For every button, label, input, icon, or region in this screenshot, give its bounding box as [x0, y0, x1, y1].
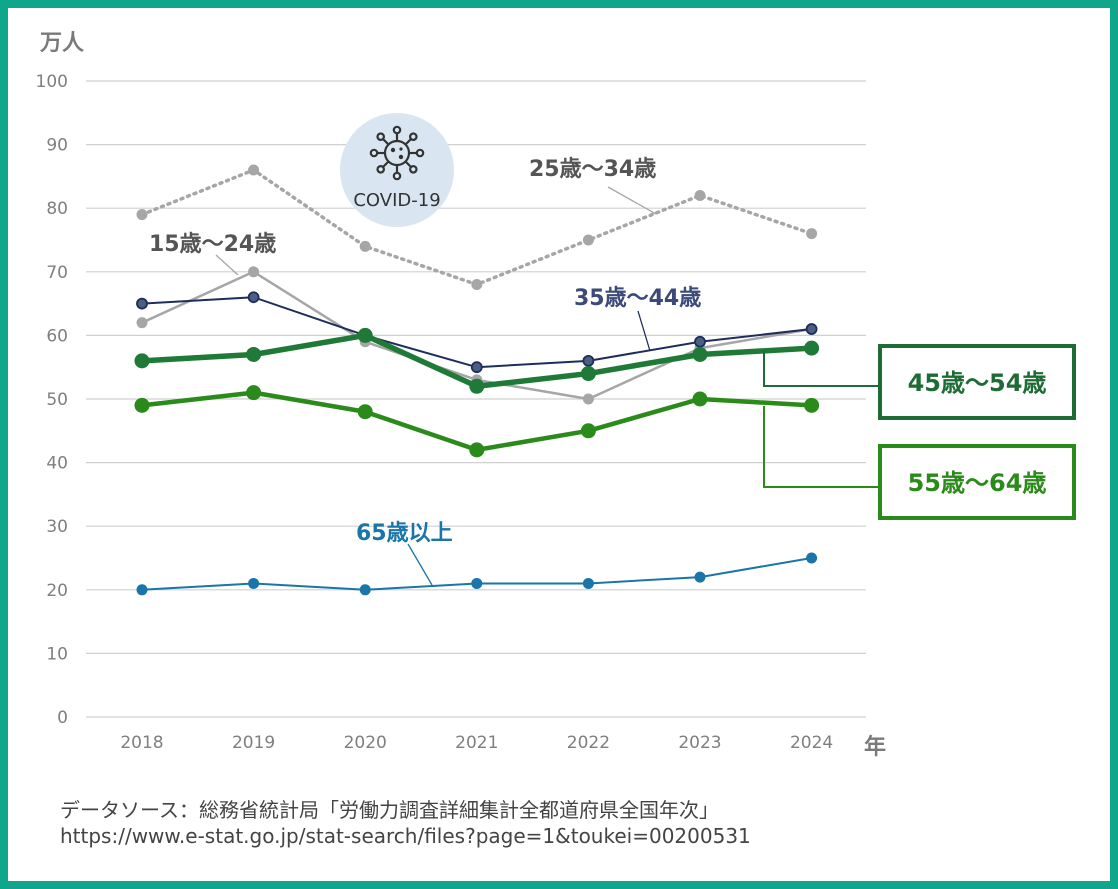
- y-tick-label: 0: [57, 708, 68, 728]
- data-point-35-44: [582, 354, 595, 367]
- series-lines: [134, 164, 820, 596]
- x-tick-label: 2023: [678, 733, 721, 753]
- y-tick-label: 70: [46, 263, 68, 283]
- legend-box-45-54: 45歳～54歳: [878, 344, 1076, 420]
- x-tick-label: 2022: [567, 733, 610, 753]
- data-point-55-64: [692, 391, 708, 407]
- data-point-65-plus: [582, 577, 594, 589]
- data-point-15-24: [136, 317, 148, 329]
- covid-annotation: COVID-19: [340, 113, 454, 227]
- x-tick-label: 2024: [790, 733, 833, 753]
- series-line-25-34: [140, 168, 814, 287]
- data-point-45-54: [134, 353, 150, 369]
- x-tick-label: 2018: [120, 733, 163, 753]
- data-point-25-34: [694, 189, 706, 201]
- data-point-45-54: [804, 340, 820, 356]
- data-point-55-64: [580, 423, 596, 439]
- leader-25-34: [607, 186, 657, 215]
- legend-box-55-64: 55歳～64歳: [878, 444, 1076, 520]
- data-point-55-64: [246, 385, 262, 401]
- y-tick-label: 30: [46, 517, 68, 537]
- data-point-45-54: [246, 346, 262, 362]
- data-point-25-34: [136, 209, 148, 221]
- series-25-34: [136, 164, 818, 291]
- y-tick-label: 40: [46, 454, 68, 474]
- data-point-65-plus: [694, 571, 706, 583]
- y-tick-label: 20: [46, 581, 68, 601]
- series-35-44: [136, 291, 818, 374]
- data-point-25-34: [471, 279, 483, 291]
- data-point-65-plus: [359, 584, 371, 596]
- series-label-25-34: 25歳～34歳: [529, 157, 656, 182]
- series-label-45-54: 45歳～54歳: [908, 369, 1047, 397]
- source-line-1: データソース：総務省統計局「労働力調査詳細集計全都道府県全国年次」: [60, 798, 719, 822]
- data-point-15-24: [248, 266, 260, 278]
- series-45-54: [134, 327, 820, 394]
- data-point-35-44: [247, 291, 260, 304]
- data-point-45-54: [580, 366, 596, 382]
- y-tick-label: 60: [46, 326, 68, 346]
- x-tick-label: 2021: [455, 733, 498, 753]
- data-point-55-64: [357, 404, 373, 420]
- leader-45-54: [763, 350, 880, 387]
- data-point-35-44: [694, 335, 706, 348]
- data-point-35-44: [805, 323, 818, 335]
- y-tick-label: 50: [46, 390, 68, 410]
- source-url: https://www.e-stat.go.jp/stat-search/fil…: [60, 824, 751, 848]
- leader-55-64: [763, 406, 880, 488]
- covid-label: COVID-19: [353, 190, 440, 211]
- data-point-55-64: [469, 442, 485, 458]
- y-axis-unit: 万人: [39, 31, 84, 56]
- series-line-55-64: [139, 390, 814, 453]
- data-point-65-plus: [806, 552, 818, 564]
- leader-15-24: [215, 254, 239, 276]
- y-tick-label: 10: [46, 644, 68, 664]
- x-axis-ticks: 2018 2019 2020 2021 2022 2023 2024: [120, 733, 833, 753]
- data-point-65-plus: [471, 577, 483, 589]
- data-point-35-44: [470, 361, 483, 374]
- series-label-15-24: 15歳～24歳: [149, 232, 276, 257]
- data-point-25-34: [582, 234, 594, 246]
- leader-35-44: [637, 310, 651, 352]
- x-axis-unit: 年: [864, 734, 886, 760]
- data-point-55-64: [804, 397, 820, 413]
- data-point-55-64: [134, 397, 150, 413]
- data-point-45-54: [357, 327, 373, 343]
- y-axis-ticks: 0 10 20 30 40 50 60 70 80 90 100: [36, 72, 68, 728]
- y-tick-label: 90: [46, 136, 68, 156]
- data-point-65-plus: [248, 577, 260, 589]
- x-tick-label: 2019: [232, 733, 275, 753]
- leader-65: [407, 543, 433, 586]
- virus-icon: [369, 125, 425, 181]
- data-point-25-34: [806, 228, 818, 240]
- series-65-plus: [136, 552, 818, 596]
- series-55-64: [134, 385, 820, 458]
- series-label-35-44: 35歳～44歳: [574, 286, 701, 311]
- data-point-25-34: [359, 240, 371, 252]
- y-tick-label: 80: [46, 199, 68, 219]
- data-point-25-34: [248, 164, 260, 176]
- data-point-35-44: [136, 297, 148, 310]
- data-point-45-54: [692, 346, 708, 362]
- x-tick-label: 2020: [344, 733, 387, 753]
- y-tick-label: 100: [36, 72, 68, 92]
- label-leaders: [215, 186, 880, 586]
- series-label-55-64: 55歳～64歳: [908, 469, 1047, 497]
- data-point-65-plus: [136, 584, 148, 596]
- data-point-15-24: [582, 393, 594, 405]
- series-label-65: 65歳以上: [356, 521, 453, 546]
- data-point-45-54: [469, 378, 485, 394]
